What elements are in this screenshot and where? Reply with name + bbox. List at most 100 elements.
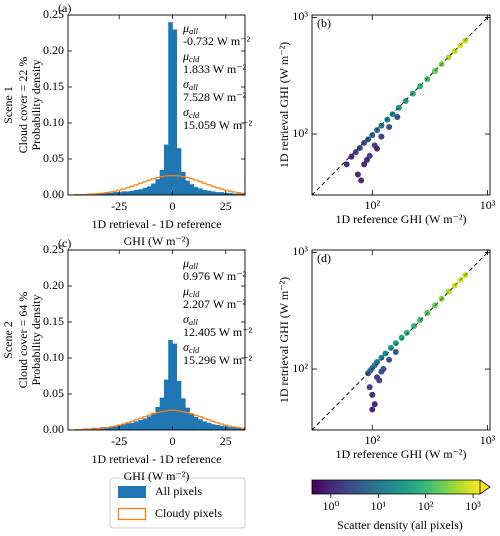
histogram-bar — [206, 422, 212, 430]
x-axis-label: 1D reference GHI (W m⁻²) — [336, 447, 467, 461]
scatter-point — [410, 323, 417, 330]
scatter-point — [348, 153, 355, 160]
scatter-point — [394, 114, 401, 121]
histogram-bar — [219, 425, 224, 430]
panel-label: (a) — [58, 1, 71, 15]
scatter-point — [402, 98, 409, 105]
scatter-point — [389, 111, 396, 118]
stat-symbol-letter: μ — [182, 284, 189, 298]
x-axis-label: 1D reference GHI (W m⁻²) — [336, 212, 467, 226]
colorbar: Scatter density (all pixels) 10⁰ 10¹ 10² 10… — [311, 479, 491, 532]
legend-label: Cloudy pixels — [155, 506, 222, 520]
histogram-bar — [198, 419, 203, 430]
x-axis-label: GHI (W m⁻²) — [124, 234, 190, 248]
histogram-bar — [125, 191, 131, 195]
identity-line-overlay — [311, 14, 491, 196]
legend: All pixels Cloudy pixels — [109, 477, 246, 529]
histogram-bar — [189, 184, 195, 195]
colorbar-tick-label: 10⁰ — [322, 499, 339, 513]
scatter-point — [424, 309, 431, 316]
axes-frame — [311, 249, 491, 431]
histogram-bar — [129, 190, 135, 195]
colorbar-tick-label: 10² — [418, 499, 434, 513]
histogram-bar — [176, 381, 182, 430]
histogram-bar — [189, 413, 195, 430]
histogram-bar — [108, 426, 114, 430]
stat-symbol-letter: σ — [183, 312, 190, 326]
y-axis-label: Probability density — [29, 60, 43, 151]
histogram-bar — [232, 193, 237, 195]
axes-frame — [67, 249, 246, 431]
legend-swatch — [117, 507, 147, 521]
histogram-bar — [155, 179, 160, 195]
histogram-bar — [198, 188, 203, 195]
histogram-bar — [134, 189, 139, 195]
panel: -25 0 25 0.00 0.05 0.10 0.15 0.20 0.25 Scene 2 Clo… — [1, 236, 253, 483]
stat-symbol: σcld — [183, 105, 200, 120]
histogram-bar — [129, 422, 135, 430]
y-tick-label: 0.00 — [43, 187, 64, 201]
scatter-point — [369, 132, 376, 139]
stat-symbol-subscript: all — [189, 26, 199, 36]
histogram-bar — [181, 171, 186, 195]
y-tick-label: 10² — [292, 126, 308, 140]
x-axis-label: GHI (W m⁻²) — [124, 469, 190, 483]
histogram-bar — [236, 193, 242, 195]
histogram-bar — [206, 190, 212, 195]
scatter-point — [403, 329, 410, 336]
histogram-bar — [172, 29, 178, 196]
histogram-bar — [181, 398, 186, 430]
scatter-point — [424, 76, 431, 83]
histogram-bar — [176, 148, 182, 195]
stat-symbol: σcld — [183, 340, 200, 355]
histogram-bar — [112, 192, 118, 195]
histogram-bar — [104, 427, 109, 430]
scatter-point — [378, 354, 385, 361]
scene-label: Scene 2 — [1, 321, 15, 359]
histogram-bar — [163, 379, 169, 430]
histogram-bar — [112, 425, 118, 430]
scatter-point — [366, 384, 373, 391]
y-tick-label: 0.15 — [43, 79, 64, 93]
histogram-bar — [193, 187, 199, 195]
colorbar-frame — [311, 479, 480, 495]
scatter-point — [451, 48, 458, 55]
histogram-bar — [227, 192, 233, 195]
y-tick-label: 0.20 — [43, 43, 64, 57]
y-tick-label: 0.05 — [43, 386, 64, 400]
scatter-point — [352, 149, 359, 156]
stat-symbol-letter: μ — [182, 256, 189, 270]
axes-frame — [311, 14, 491, 196]
histogram-bar — [138, 419, 143, 430]
scatter-point — [374, 127, 381, 134]
scatter-point — [364, 156, 371, 163]
histogram-bar — [146, 186, 152, 195]
histogram-bar — [210, 191, 216, 195]
histogram-bar — [163, 144, 169, 195]
scatter-point — [386, 356, 393, 363]
y-tick-label: 0.25 — [43, 242, 64, 256]
y-tick-label: 0.15 — [43, 314, 64, 328]
stat-symbol-subscript: cld — [189, 54, 200, 64]
stat-value: 2.207 W m⁻² — [183, 297, 247, 311]
stat-symbol-subscript: all — [189, 317, 199, 327]
histogram-bar — [168, 22, 173, 196]
scatter-point — [369, 406, 376, 413]
scatter-point — [376, 377, 383, 384]
histogram-bar — [146, 416, 152, 430]
axes-frame — [67, 14, 246, 196]
panel: -25 0 25 0.00 0.05 0.10 0.15 0.20 0.25 Scene 1 Clo… — [1, 1, 253, 248]
x-tick-label: 25 — [220, 199, 232, 213]
panel: 10² 10³ 10² 10³ 1D retrieval GHI (W m⁻²) 1D r… — [277, 9, 496, 226]
scatter-point — [354, 171, 361, 178]
histogram-bar — [155, 406, 160, 430]
scatter-point — [378, 122, 385, 129]
scatter-point — [343, 161, 350, 168]
stat-value: 15.296 W m⁻² — [183, 353, 253, 367]
cloud-cover-label: Cloud cover = 64 % — [16, 292, 30, 389]
x-axis-label: 1D retrieval - 1D reference — [92, 452, 222, 466]
scatter-point — [384, 116, 391, 123]
histogram-bar — [168, 340, 173, 430]
histogram-bar — [185, 407, 190, 430]
histogram-bar — [159, 169, 165, 195]
